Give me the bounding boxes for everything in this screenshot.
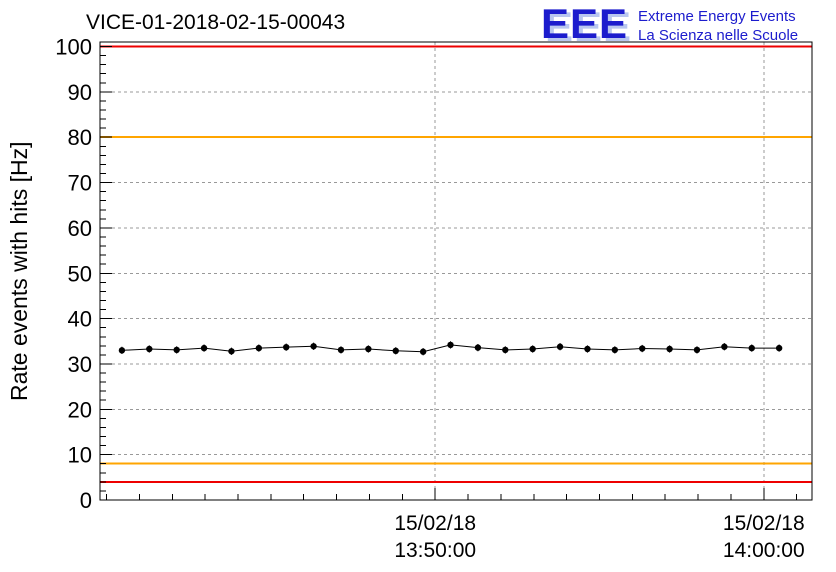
svg-text:0: 0 [80, 488, 92, 513]
svg-text:13:50:00: 13:50:00 [394, 539, 476, 562]
svg-text:80: 80 [68, 125, 92, 150]
svg-text:70: 70 [68, 171, 92, 196]
eee-logo-acronym: EEE [541, 0, 629, 47]
svg-text:90: 90 [68, 80, 92, 105]
plot-title: VICE-01-2018-02-15-00043 [86, 11, 346, 34]
svg-text:100: 100 [55, 35, 92, 60]
svg-text:60: 60 [68, 216, 92, 241]
eee-logo-line1: Extreme Energy Events [638, 8, 796, 25]
svg-text:30: 30 [68, 352, 92, 377]
eee-logo: EEE Extreme Energy Events La Scienza nel… [541, 0, 798, 47]
svg-text:10: 10 [68, 443, 92, 468]
svg-text:14:00:00: 14:00:00 [723, 539, 805, 562]
eee-logo-text: Extreme Energy Events La Scienza nelle S… [638, 4, 798, 46]
svg-text:40: 40 [68, 307, 92, 332]
svg-text:15/02/18: 15/02/18 [394, 512, 476, 535]
svg-text:15/02/18: 15/02/18 [723, 512, 805, 535]
eee-logo-line2: La Scienza nelle Scuole [638, 26, 799, 44]
svg-text:50: 50 [68, 261, 92, 286]
svg-text:20: 20 [68, 397, 92, 422]
